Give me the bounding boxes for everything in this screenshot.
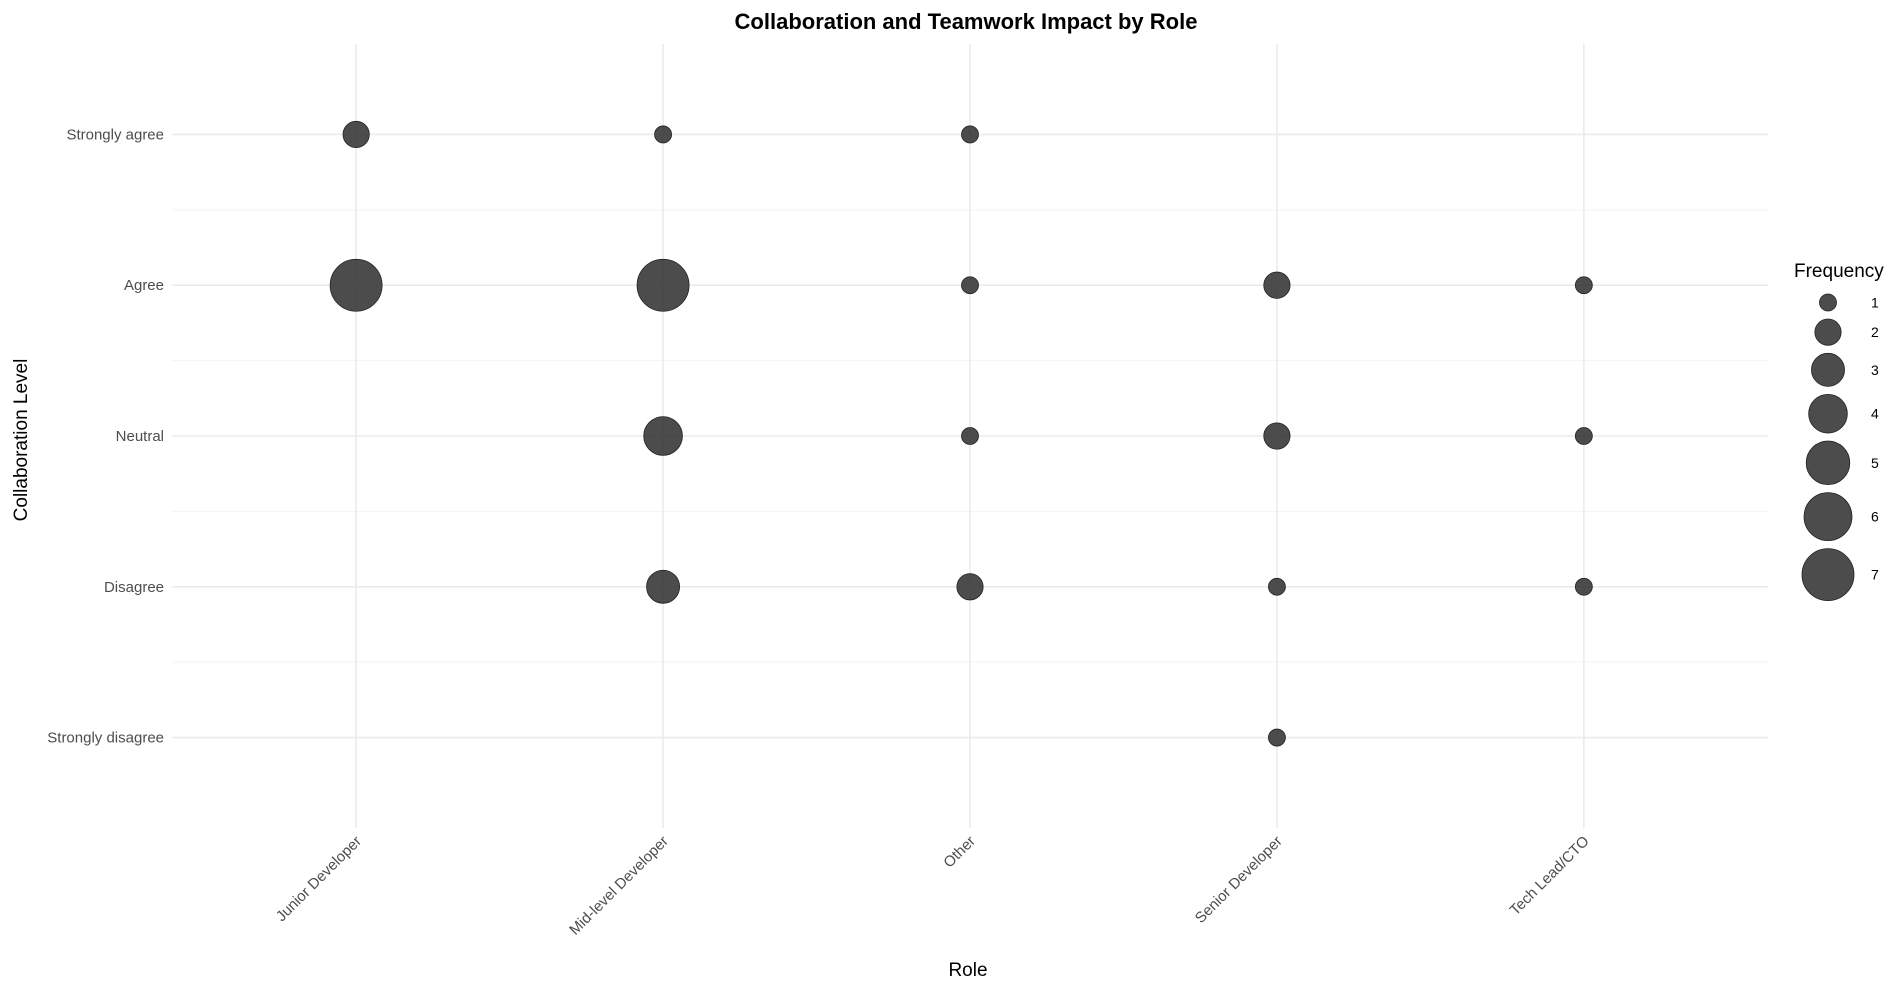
x-tick-label-mid-level-developer: Mid-level Developer (566, 833, 672, 939)
x-axis-title: Role (948, 960, 987, 981)
legend-label-3: 3 (1871, 362, 1879, 378)
bubble-other-neutral (961, 427, 979, 445)
bubble-other-strongly-agree (961, 125, 979, 144)
legend-key-6 (1803, 492, 1853, 542)
bubble-tech-lead-cto-neutral (1574, 427, 1593, 445)
legend-key-2 (1814, 318, 1842, 346)
legend-key-3 (1811, 352, 1845, 387)
legend-label-4: 4 (1871, 406, 1879, 422)
bubble-other-disagree (956, 573, 984, 601)
bubble-junior-developer-agree (329, 258, 383, 312)
size-legend: Frequency 1 2 3 4 5 6 7 (1794, 261, 1884, 602)
legend-title: Frequency (1794, 261, 1884, 282)
chart-title: Collaboration and Teamwork Impact by Rol… (735, 9, 1198, 34)
x-tick-label-other: Other (940, 833, 979, 872)
legend-key-1 (1819, 293, 1837, 312)
bubble-senior-developer-disagree (1268, 577, 1286, 596)
x-tick-label-junior-developer: Junior Developer (273, 833, 365, 925)
y-tick-labels: Strongly disagree Disagree Neutral Agree Str… (47, 126, 164, 746)
y-tick-label-neutral: Neutral (116, 428, 164, 445)
y-tick-label-strongly-agree: Strongly agree (66, 126, 164, 143)
x-tick-labels: Junior Developer Mid-level Developer Other… (273, 833, 1593, 939)
bubble-junior-developer-strongly-agree (342, 120, 370, 149)
bubble-tech-lead-cto-disagree (1574, 577, 1593, 596)
x-tick-label-tech-lead-cto: Tech Lead/CTO (1507, 833, 1593, 919)
legend-label-7: 7 (1871, 567, 1879, 583)
legend-items: 1 2 3 4 5 6 7 (1801, 293, 1879, 602)
y-tick-label-strongly-disagree: Strongly disagree (47, 730, 164, 747)
bubble-mid-level-developer-disagree (646, 569, 681, 604)
y-tick-label-disagree: Disagree (104, 579, 164, 596)
bubble-senior-developer-agree (1263, 271, 1291, 299)
legend-label-1: 1 (1871, 295, 1879, 311)
legend-key-5 (1805, 440, 1851, 486)
bubble-senior-developer-strongly-disagree (1268, 728, 1286, 747)
legend-key-4 (1808, 393, 1848, 434)
points-layer (329, 120, 1593, 747)
bubble-senior-developer-neutral (1263, 422, 1291, 450)
y-tick-label-agree: Agree (124, 277, 164, 294)
legend-label-2: 2 (1871, 324, 1879, 340)
legend-label-6: 6 (1871, 509, 1879, 525)
legend-key-7 (1801, 548, 1855, 602)
y-axis-title: Collaboration Level (11, 359, 32, 522)
legend-label-5: 5 (1871, 455, 1879, 471)
bubble-mid-level-developer-agree (636, 258, 690, 312)
x-tick-label-senior-developer: Senior Developer (1192, 833, 1286, 927)
bubble-other-agree (961, 276, 979, 295)
bubble-tech-lead-cto-agree (1574, 276, 1593, 295)
bubble-mid-level-developer-strongly-agree (654, 125, 672, 144)
bubble-mid-level-developer-neutral (643, 416, 683, 456)
